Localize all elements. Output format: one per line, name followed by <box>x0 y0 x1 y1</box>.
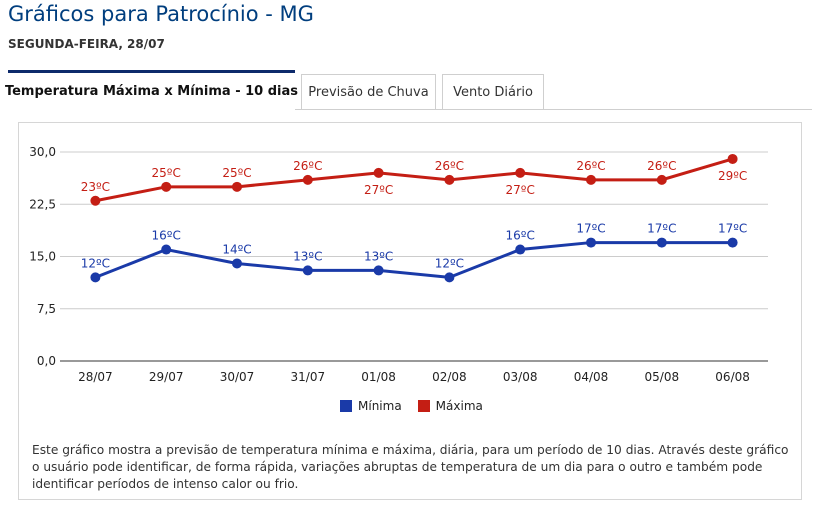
data-point <box>586 237 596 248</box>
data-point <box>373 167 384 178</box>
data-point <box>373 265 384 276</box>
data-point <box>656 174 667 185</box>
data-point <box>232 181 242 192</box>
data-label: 12ºC <box>81 256 110 270</box>
x-tick-label: 04/08 <box>574 370 609 384</box>
data-point <box>90 272 101 283</box>
y-tick-label: 15,0 <box>29 250 56 264</box>
data-point <box>302 265 313 276</box>
x-tick-label: 29/07 <box>149 370 184 384</box>
tab-temperatura[interactable]: Temperatura Máxima x Mínima - 10 dias <box>5 70 298 110</box>
data-label: 26ºC <box>576 159 605 173</box>
data-label: 23ºC <box>81 180 110 194</box>
data-label: 26ºC <box>293 159 322 173</box>
page-date: SEGUNDA-FEIRA, 28/07 <box>8 37 165 51</box>
x-tick-label: 05/08 <box>645 370 680 384</box>
legend-swatch-minima <box>340 400 352 412</box>
data-point <box>444 272 455 283</box>
data-label: 17ºC <box>576 222 605 236</box>
y-tick-label: 22,5 <box>29 197 56 211</box>
data-label: 26ºC <box>435 159 464 173</box>
series-line-maxima <box>95 157 734 203</box>
series-line-minima <box>94 241 733 279</box>
chart-description: Este gráfico mostra a previsão de temper… <box>32 443 789 491</box>
data-point <box>302 174 313 185</box>
page-title: Gráficos para Patrocínio - MG <box>8 2 314 26</box>
chart-legend: Mínima Máxima <box>340 399 493 413</box>
data-label: 27ºC <box>506 183 535 197</box>
x-tick-label: 03/08 <box>503 370 538 384</box>
data-label: 17ºC <box>718 222 747 236</box>
x-tick-label: 01/08 <box>361 370 396 384</box>
legend-label-minima: Mínima <box>358 399 402 413</box>
y-tick-label: 0,0 <box>37 354 56 368</box>
x-tick-label: 02/08 <box>432 370 467 384</box>
y-tick-label: 7,5 <box>37 302 56 316</box>
data-point <box>727 153 738 164</box>
data-point <box>161 244 172 255</box>
y-tick-label: 30,0 <box>29 145 56 159</box>
data-label: 27ºC <box>364 183 393 197</box>
chart-panel <box>18 122 802 500</box>
tab-vento-diario[interactable]: Vento Diário <box>442 74 544 109</box>
data-label: 26ºC <box>647 159 676 173</box>
data-label: 17ºC <box>647 222 676 236</box>
legend-item-maxima: Máxima <box>417 399 483 413</box>
data-label: 12ºC <box>435 256 464 270</box>
legend-item-minima: Mínima <box>340 399 402 413</box>
data-point <box>727 237 738 248</box>
data-point <box>444 174 455 185</box>
data-label: 13ºC <box>293 249 322 263</box>
data-label: 16ºC <box>152 229 181 243</box>
data-label: 29ºC <box>718 169 747 183</box>
data-point <box>656 237 667 248</box>
data-label: 14ºC <box>222 242 251 256</box>
data-point <box>515 167 526 178</box>
data-point <box>161 181 172 192</box>
data-point <box>90 195 101 206</box>
data-label: 13ºC <box>364 249 393 263</box>
data-label: 25ºC <box>152 166 181 180</box>
legend-swatch-maxima <box>417 400 430 412</box>
x-tick-label: 28/07 <box>78 370 113 384</box>
x-tick-label: 06/08 <box>715 370 750 384</box>
data-label: 16ºC <box>506 229 535 243</box>
data-label: 25ºC <box>222 166 251 180</box>
tab-previsao-chuva[interactable]: Previsão de Chuva <box>301 74 436 109</box>
legend-label-maxima: Máxima <box>435 399 483 413</box>
x-tick-label: 30/07 <box>220 370 255 384</box>
x-tick-label: 31/07 <box>291 370 326 384</box>
data-point <box>515 244 526 255</box>
tabs-divider <box>8 109 812 110</box>
data-point <box>586 174 596 185</box>
data-point <box>232 258 242 269</box>
